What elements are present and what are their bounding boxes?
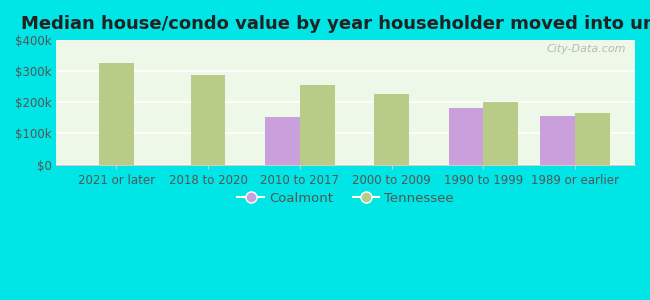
Bar (540, 116, 575, 165)
Bar (99, 62, 134, 165)
Text: City-Data.com: City-Data.com (547, 44, 627, 54)
Bar (448, 108, 484, 165)
Bar (300, 85, 335, 165)
Title: Median house/condo value by year householder moved into unit: Median house/condo value by year househo… (21, 15, 650, 33)
Bar (190, 75, 226, 165)
Bar (374, 94, 409, 165)
Legend: Coalmont, Tennessee: Coalmont, Tennessee (232, 187, 460, 210)
Bar (575, 112, 610, 165)
Bar (484, 102, 519, 165)
Bar (265, 117, 300, 165)
